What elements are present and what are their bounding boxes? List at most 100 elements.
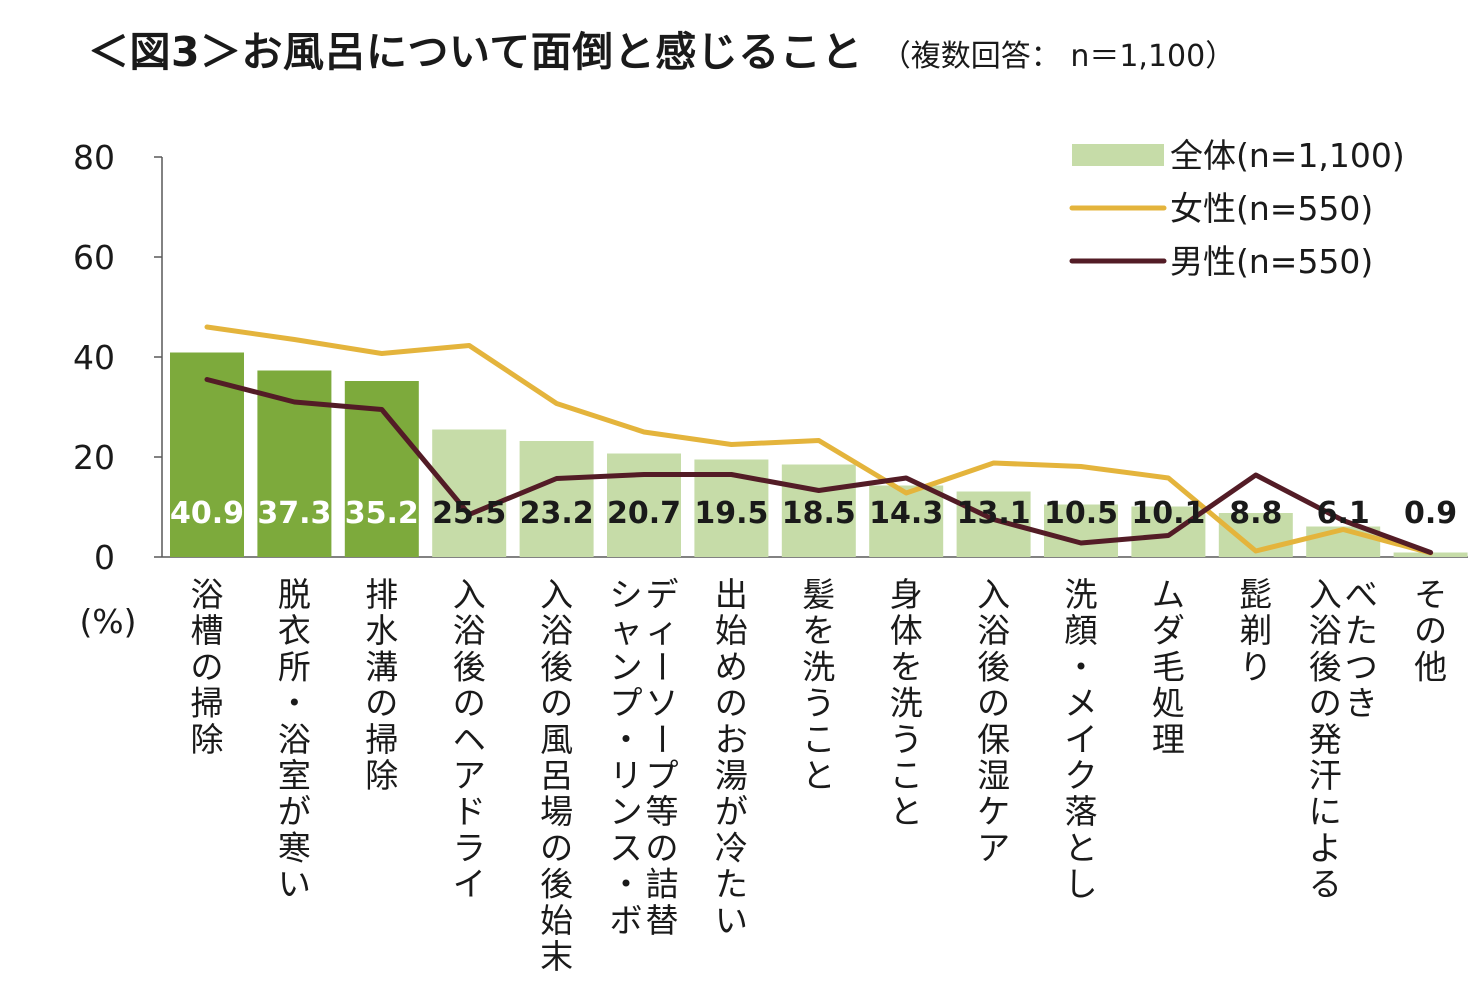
category-char: イ <box>1065 720 1098 759</box>
bar-value-label: 10.1 <box>1131 496 1205 531</box>
legend-label: 全体(n=1,100) <box>1170 136 1405 175</box>
category-char: と <box>890 792 923 831</box>
legend-item-all: 全体(n=1,100) <box>1072 136 1405 175</box>
category-char: 呂 <box>540 756 573 795</box>
category-char: 除 <box>365 756 398 795</box>
category-char: る <box>1309 865 1342 904</box>
category-char: 保 <box>977 720 1010 759</box>
category-char: の <box>540 828 573 867</box>
axes: 0 20 40 60 80 (%) <box>73 138 1468 641</box>
category-char: 毛 <box>1152 647 1185 686</box>
category-char: 末 <box>540 937 573 976</box>
category-char: の <box>646 828 679 867</box>
category-char: と <box>802 756 835 795</box>
category-char: と <box>1065 828 1098 867</box>
category-char: 等 <box>646 792 679 831</box>
bar-value-label: 13.1 <box>957 496 1031 531</box>
category-char: デ <box>646 575 679 614</box>
category-char: 風 <box>540 720 573 759</box>
category-char: め <box>715 647 748 686</box>
y-tick-label: 80 <box>73 138 115 177</box>
category-char: べ <box>1345 575 1378 614</box>
category-char: ソ <box>646 684 679 723</box>
category-label-13: 髭剃り <box>1239 575 1272 686</box>
category-char: の <box>1414 611 1447 650</box>
category-char: 入 <box>977 575 1010 614</box>
y-axis-unit-label: (%) <box>79 602 136 641</box>
category-char: ス <box>610 828 643 867</box>
bar-value-label: 23.2 <box>520 496 594 531</box>
category-char: ダ <box>1152 611 1185 650</box>
category-char: ・ <box>1065 647 1098 686</box>
category-char: の <box>540 684 573 723</box>
bar-value-label: 25.5 <box>432 496 506 531</box>
category-char: シ <box>610 575 643 614</box>
bar-value-label: 14.3 <box>869 496 943 531</box>
legend-item-male: 男性(n=550) <box>1069 242 1373 281</box>
category-char: そ <box>1414 575 1447 614</box>
category-char: の <box>365 684 398 723</box>
category-char: 入 <box>453 575 486 614</box>
bar-8 <box>781 464 856 557</box>
category-char: 髪 <box>802 575 835 614</box>
category-char: 髭 <box>1239 575 1272 614</box>
category-char: 浴 <box>191 575 224 614</box>
category-char: が <box>715 792 748 831</box>
bar-5 <box>519 441 594 557</box>
chart-title-sub: （複数回答： n＝1,100） <box>880 39 1236 74</box>
legend-label: 男性(n=550) <box>1170 242 1373 281</box>
bar-value-label: 6.1 <box>1317 496 1370 531</box>
category-char: 寒 <box>278 828 311 867</box>
category-char: プ <box>646 756 679 795</box>
category-char: の <box>453 684 486 723</box>
category-char: ・ <box>610 865 643 904</box>
bar-value-label: 18.5 <box>782 496 856 531</box>
line-series <box>204 324 1434 556</box>
category-char: お <box>715 720 748 759</box>
category-char: 槽 <box>191 611 224 650</box>
category-char: を <box>802 611 835 650</box>
legend: 全体(n=1,100) 女性(n=550) 男性(n=550) <box>1069 136 1405 281</box>
category-char: の <box>191 647 224 686</box>
category-char: 浴 <box>1309 611 1342 650</box>
category-char: 汗 <box>1309 756 1342 795</box>
category-char: ド <box>453 792 486 831</box>
category-char: ャ <box>610 611 643 650</box>
category-char: ー <box>642 722 681 755</box>
category-label-15: その他 <box>1414 575 1447 686</box>
category-char: 湯 <box>715 756 748 795</box>
value-labels: 40.9 37.3 35.2 25.5 23.2 20.7 19.5 18.5 14.3 13.1… <box>170 496 1457 531</box>
category-char: 詰 <box>646 865 679 904</box>
category-char: 替 <box>646 901 679 940</box>
bar-12 <box>1131 506 1206 557</box>
category-char: 後 <box>453 647 486 686</box>
category-char: を <box>890 647 923 686</box>
category-char: 冷 <box>715 828 748 867</box>
category-char: 衣 <box>278 611 311 650</box>
bar-11 <box>1044 504 1118 557</box>
category-char: イ <box>453 865 486 904</box>
category-char: プ <box>610 684 643 723</box>
category-char: 場 <box>540 792 573 831</box>
category-char: 顔 <box>1065 611 1098 650</box>
category-char: 除 <box>191 720 224 759</box>
category-char: 剃 <box>1239 611 1272 650</box>
bar-value-label: 40.9 <box>170 496 244 531</box>
category-labels: 浴槽の掃除脱衣所・浴室が寒い排水溝の掃除入浴後のヘアドライ入浴後の風呂場の後始末… <box>191 575 1448 976</box>
legend-label: 女性(n=550) <box>1170 189 1373 228</box>
y-tick-label: 60 <box>73 238 115 277</box>
y-tick-label: 40 <box>73 338 115 377</box>
category-char: 浴 <box>977 611 1010 650</box>
category-char: の <box>1309 684 1342 723</box>
category-char: ー <box>642 650 681 683</box>
category-char: 洗 <box>890 684 923 723</box>
bar-9 <box>869 485 944 557</box>
category-char: よ <box>1309 828 1342 867</box>
category-char: の <box>977 684 1010 723</box>
